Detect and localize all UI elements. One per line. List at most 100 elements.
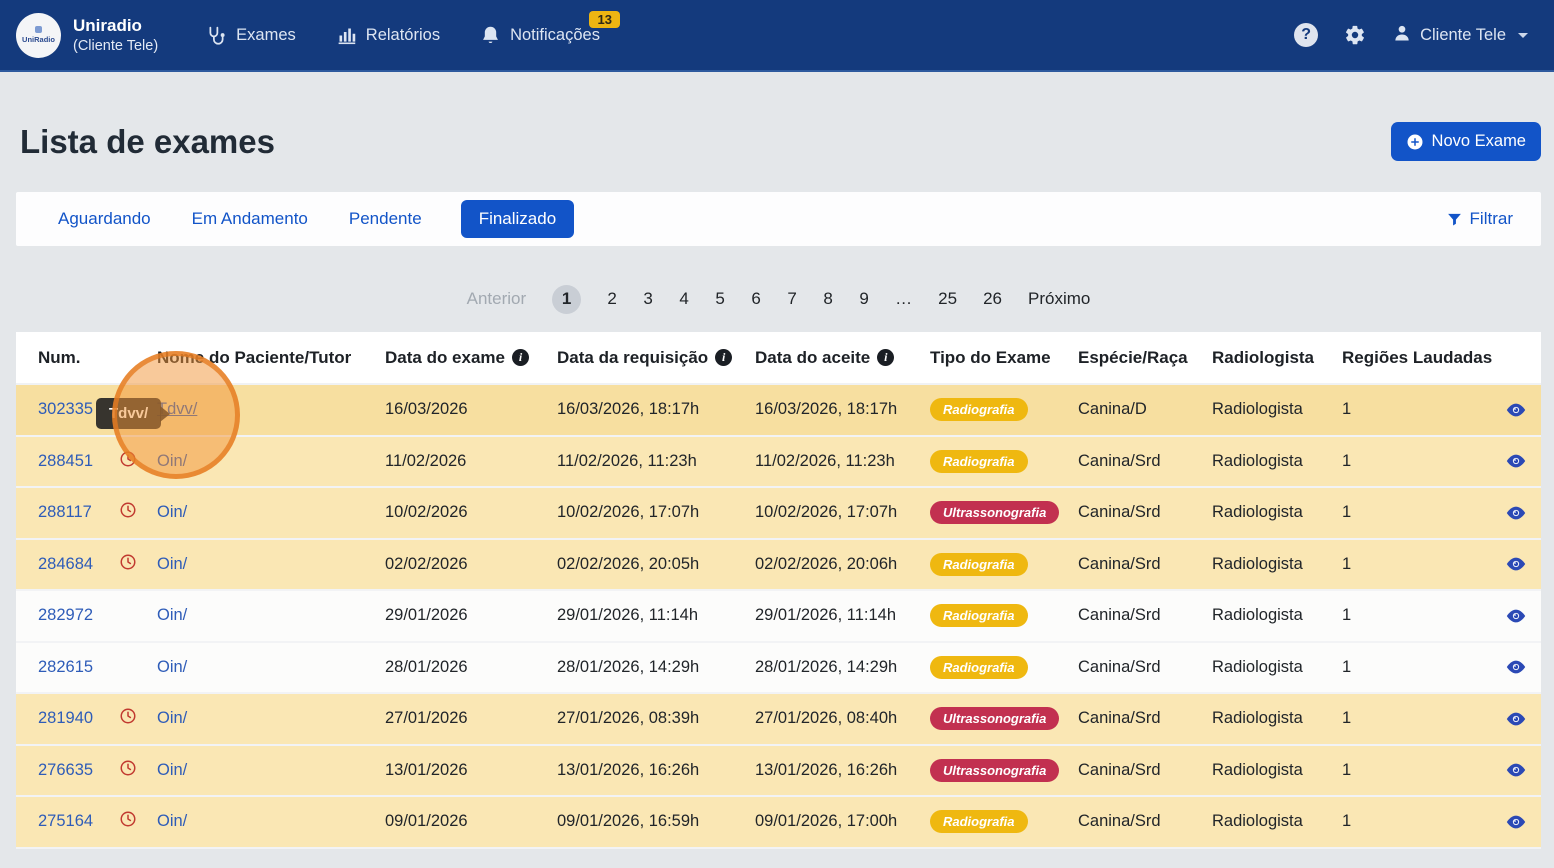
patient-link[interactable]: Oin/ xyxy=(157,657,188,676)
patient-link[interactable]: Oin/ xyxy=(157,812,188,831)
pagination-next[interactable]: Próximo xyxy=(1028,289,1091,308)
view-exam-eye-icon[interactable] xyxy=(1505,502,1527,524)
pagination-page-25[interactable]: 25 xyxy=(938,289,958,308)
view-exam-eye-icon[interactable] xyxy=(1505,656,1527,678)
pagination-page-7[interactable]: 7 xyxy=(787,289,797,308)
view-exam-eye-icon[interactable] xyxy=(1505,708,1527,730)
exam-number-link[interactable]: 288117 xyxy=(38,503,92,522)
pagination-page-26[interactable]: 26 xyxy=(983,289,1002,308)
table-row[interactable]: 282972 Oin/ 29/01/2026 29/01/2026, 11:14… xyxy=(16,591,1541,643)
radiologist: Radiologista xyxy=(1212,451,1303,470)
table-row[interactable]: 288451 Oin/ 11/02/2026 11/02/2026, 11:23… xyxy=(16,436,1541,488)
accept-date: 13/01/2026, 16:26h xyxy=(755,760,898,779)
patient-link[interactable]: Oin/ xyxy=(157,554,188,573)
nav-item-relatorios[interactable]: Relatórios xyxy=(336,25,440,46)
stethoscope-icon xyxy=(206,25,227,46)
gear-icon[interactable] xyxy=(1344,24,1366,46)
exam-table: Num. Nome do Paciente/Tutor Data do exame i… xyxy=(16,332,1541,849)
exam-type-badge: Radiografia xyxy=(930,604,1028,628)
exam-date: 02/02/2026 xyxy=(385,554,468,573)
accept-date: 27/01/2026, 08:40h xyxy=(755,709,898,728)
pagination-page-3[interactable]: 3 xyxy=(643,289,653,308)
late-clock-icon xyxy=(119,707,137,725)
patient-link[interactable]: Oin/ xyxy=(157,451,188,470)
pagination-page-2[interactable]: 2 xyxy=(607,289,617,308)
view-exam-eye-icon[interactable] xyxy=(1505,399,1527,421)
patient-link[interactable]: Oin/ xyxy=(157,606,188,625)
regions-count: 1 xyxy=(1342,709,1352,728)
late-clock-icon xyxy=(119,553,137,571)
regions-count: 1 xyxy=(1342,400,1352,419)
view-exam-eye-icon[interactable] xyxy=(1505,553,1527,575)
exam-number-link[interactable]: 284684 xyxy=(38,554,94,573)
view-exam-eye-icon[interactable] xyxy=(1505,811,1527,833)
table-row[interactable]: 288117 Oin/ 10/02/2026 10/02/2026, 17:07… xyxy=(16,488,1541,540)
view-exam-eye-icon[interactable] xyxy=(1505,759,1527,781)
exam-date: 27/01/2026 xyxy=(385,709,468,728)
help-icon[interactable]: ? xyxy=(1294,23,1319,47)
tab-finalizado[interactable]: Finalizado xyxy=(460,200,575,238)
user-menu[interactable]: Cliente Tele xyxy=(1392,23,1528,48)
radiologist: Radiologista xyxy=(1212,503,1303,522)
pagination: Anterior 1 2 3 4 5 6 7 8 9 … 25 26 Próximo xyxy=(16,283,1541,315)
patient-link[interactable]: Oin/ xyxy=(157,760,188,779)
table-row[interactable]: 282615 Oin/ 28/01/2026 28/01/2026, 14:29… xyxy=(16,642,1541,694)
nav-item-exames[interactable]: Exames xyxy=(206,25,296,46)
exam-number-link[interactable]: 302335 xyxy=(38,400,94,419)
new-exam-button[interactable]: Novo Exame xyxy=(1390,122,1541,161)
brand-subtitle: (Cliente Tele) xyxy=(73,37,159,54)
info-icon[interactable]: i xyxy=(877,349,895,366)
exam-number-link[interactable]: 282972 xyxy=(38,606,94,625)
patient-link[interactable]: Oin/ xyxy=(157,709,188,728)
accept-date: 10/02/2026, 17:07h xyxy=(755,503,898,522)
table-row[interactable]: 275164 Oin/ 09/01/2026 09/01/2026, 16:59… xyxy=(16,797,1541,849)
status-tabbar: Aguardando Em Andamento Pendente Finalizado… xyxy=(16,192,1541,246)
exam-number-link[interactable]: 282615 xyxy=(38,657,94,676)
request-date: 11/02/2026, 11:23h xyxy=(557,451,697,470)
nav-item-notificacoes[interactable]: Notificações 13 xyxy=(480,10,620,46)
exam-type-badge: Ultrassonografia xyxy=(930,501,1060,525)
logo-text: UniRadio xyxy=(22,35,55,44)
pagination-page-1[interactable]: 1 xyxy=(552,284,582,314)
pagination-page-6[interactable]: 6 xyxy=(751,289,761,308)
accept-date: 02/02/2026, 20:06h xyxy=(755,554,898,573)
view-exam-eye-icon[interactable] xyxy=(1505,450,1527,472)
pagination-page-9[interactable]: 9 xyxy=(859,289,869,308)
column-header-regions: Regiões Laudadas xyxy=(1342,347,1493,367)
exam-date: 11/02/2026 xyxy=(385,451,467,470)
patient-link[interactable]: Oin/ xyxy=(157,503,188,522)
view-exam-eye-icon[interactable] xyxy=(1505,605,1527,627)
table-row[interactable]: 276635 Oin/ 13/01/2026 13/01/2026, 16:26… xyxy=(16,745,1541,797)
brand[interactable]: UniRadio Uniradio (Cliente Tele) xyxy=(16,12,159,58)
table-row[interactable]: 284684 Oin/ 02/02/2026 02/02/2026, 20:05… xyxy=(16,539,1541,591)
plus-circle-icon xyxy=(1406,133,1424,151)
table-row[interactable]: 302335 Tdvv/ 16/03/2026 16/03/2026, 18:1… xyxy=(16,385,1541,437)
column-header-accept-date: Data do aceite i xyxy=(755,348,930,368)
user-label: Cliente Tele xyxy=(1420,25,1506,44)
pagination-page-4[interactable]: 4 xyxy=(679,289,689,308)
info-icon[interactable]: i xyxy=(715,349,733,366)
request-date: 28/01/2026, 14:29h xyxy=(557,657,700,676)
request-date: 10/02/2026, 17:07h xyxy=(557,503,700,522)
exam-date: 28/01/2026 xyxy=(385,657,468,676)
tab-em-andamento[interactable]: Em Andamento xyxy=(191,209,308,228)
pagination-previous[interactable]: Anterior xyxy=(466,289,527,308)
tab-aguardando[interactable]: Aguardando xyxy=(58,209,151,228)
accept-date: 09/01/2026, 17:00h xyxy=(755,812,898,831)
filter-button[interactable]: Filtrar xyxy=(1446,209,1513,229)
exam-number-link[interactable]: 275164 xyxy=(38,812,94,831)
funnel-icon xyxy=(1446,211,1463,228)
pagination-page-8[interactable]: 8 xyxy=(823,289,833,308)
pagination-page-5[interactable]: 5 xyxy=(715,289,725,308)
table-row[interactable]: 281940 Oin/ 27/01/2026 27/01/2026, 08:39… xyxy=(16,694,1541,746)
species-breed: Canina/Srd xyxy=(1078,606,1161,625)
info-icon[interactable]: i xyxy=(512,349,529,366)
radiologist: Radiologista xyxy=(1212,554,1303,573)
exam-number-link[interactable]: 281940 xyxy=(38,709,94,728)
exam-number-link[interactable]: 288451 xyxy=(38,451,94,470)
exam-type-badge: Radiografia xyxy=(930,449,1028,473)
tab-pendente[interactable]: Pendente xyxy=(348,209,422,228)
table-header-row: Num. Nome do Paciente/Tutor Data do exame i… xyxy=(16,332,1541,385)
exam-type-badge: Ultrassonografia xyxy=(930,707,1060,731)
exam-number-link[interactable]: 276635 xyxy=(38,760,94,779)
